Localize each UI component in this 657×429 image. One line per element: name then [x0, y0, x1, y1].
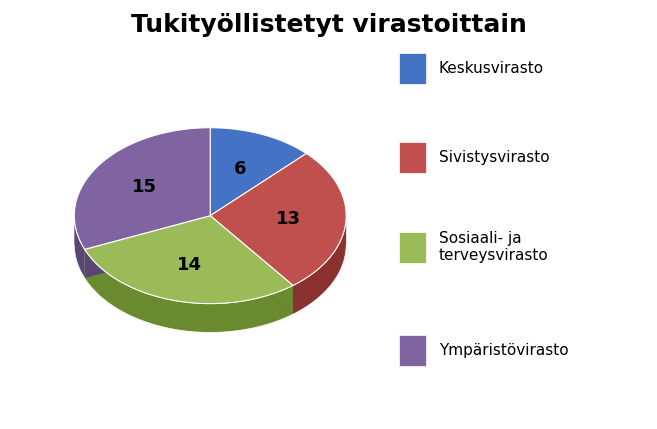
Polygon shape: [74, 217, 85, 278]
Text: 14: 14: [177, 256, 202, 274]
Polygon shape: [74, 128, 210, 249]
Text: Sosiaali- ja
terveysvirasto: Sosiaali- ja terveysvirasto: [439, 231, 549, 263]
Text: Tukityöllistetyt virastoittain: Tukityöllistetyt virastoittain: [131, 13, 526, 37]
Polygon shape: [210, 216, 293, 314]
Bar: [399, 232, 426, 263]
Bar: [399, 142, 426, 173]
Bar: [399, 53, 426, 84]
Polygon shape: [210, 128, 306, 216]
Text: 15: 15: [132, 178, 157, 196]
Text: 13: 13: [277, 210, 302, 228]
Polygon shape: [85, 249, 293, 332]
Polygon shape: [85, 216, 293, 304]
Text: Sivistysvirasto: Sivistysvirasto: [439, 151, 549, 165]
Polygon shape: [210, 216, 293, 314]
Polygon shape: [210, 154, 346, 285]
Polygon shape: [85, 216, 210, 278]
Polygon shape: [293, 216, 346, 314]
Text: Keskusvirasto: Keskusvirasto: [439, 61, 544, 76]
Bar: [399, 335, 426, 366]
Text: 6: 6: [234, 160, 246, 178]
Polygon shape: [85, 216, 210, 278]
Text: Ympäristövirasto: Ympäristövirasto: [439, 343, 568, 357]
